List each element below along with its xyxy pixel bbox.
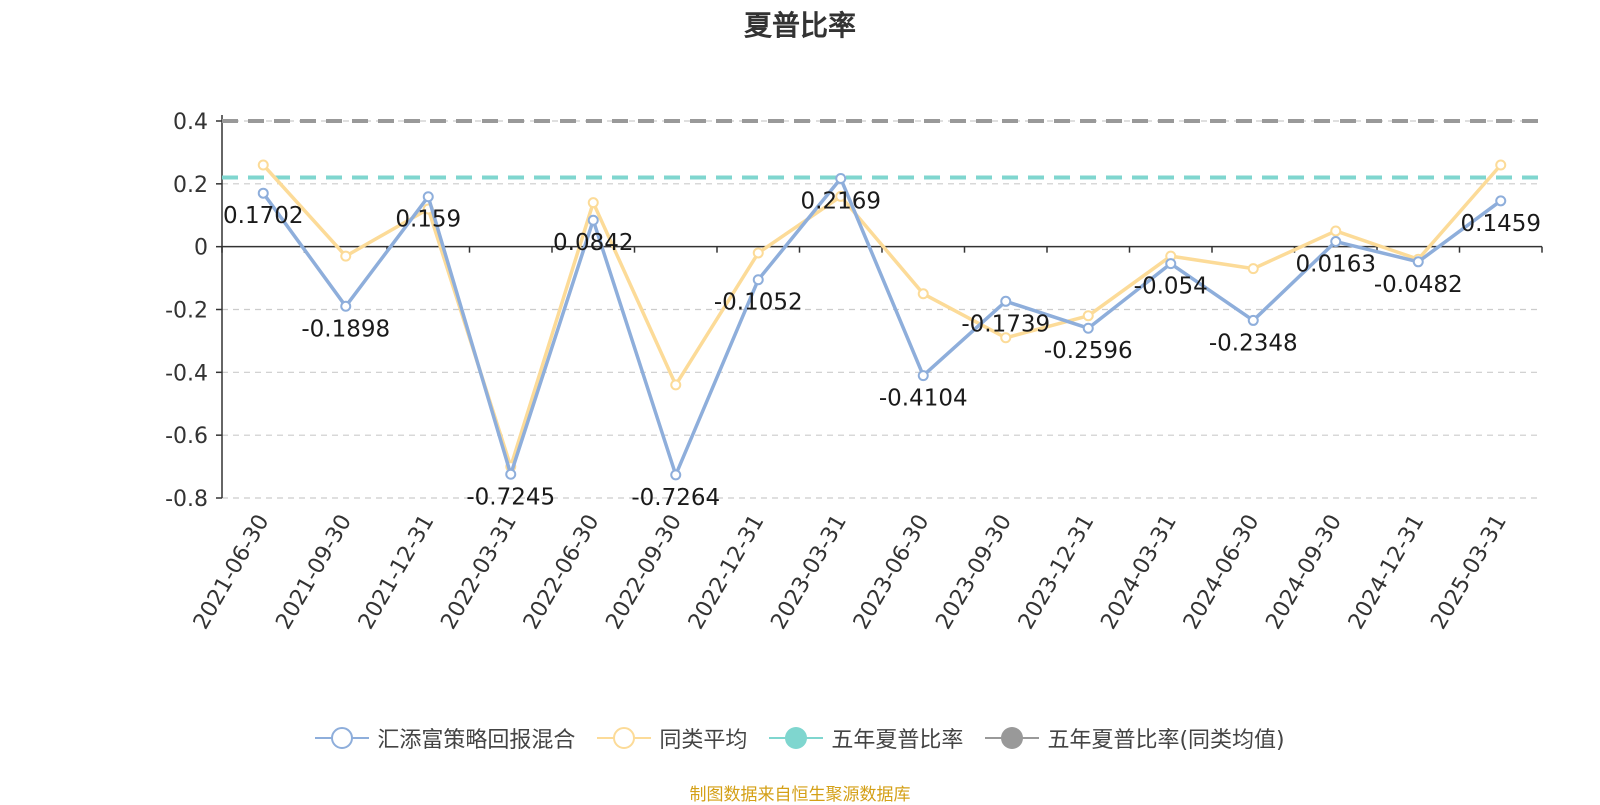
- legend-dot-icon: [985, 727, 1040, 749]
- line-chart: 0.4 0.2 0 -0.2 -0.4 -0.6 -0.82021-06-302021-09…: [165, 110, 1543, 634]
- y-tick-label: 0.2: [173, 173, 208, 198]
- data-point: [1412, 256, 1424, 268]
- x-tick-label: 2022-12-31: [684, 511, 770, 634]
- legend-label-peer-average: 同类平均: [659, 728, 748, 753]
- data-point: [917, 288, 929, 300]
- reference-lines: [222, 119, 1542, 180]
- data-point: [670, 469, 682, 481]
- x-tick-label: 2022-06-30: [519, 511, 605, 634]
- y-tick-label: -0.4: [165, 361, 208, 386]
- x-tick-label: 2022-03-31: [436, 511, 522, 634]
- data-label: 0.2169: [801, 189, 881, 215]
- data-point: [1330, 236, 1342, 248]
- source-note: 制图数据来自恒生聚源数据库: [689, 785, 911, 805]
- legend-label-five-year-sharpe-peer: 五年夏普比率(同类均值): [1047, 728, 1285, 753]
- legend-dot-icon: [769, 727, 824, 749]
- data-point: [587, 214, 599, 226]
- series-layer: [257, 159, 1507, 481]
- x-tick-label: 2023-09-30: [931, 511, 1017, 634]
- x-tick-label: 2024-09-30: [1261, 511, 1347, 634]
- data-label: -0.4104: [879, 386, 968, 412]
- data-point: [1082, 310, 1094, 322]
- data-point: [257, 187, 269, 199]
- data-point: [1247, 314, 1259, 326]
- data-label: 0.159: [395, 207, 461, 233]
- data-point: [1000, 295, 1012, 307]
- x-tick-label: 2024-03-31: [1096, 511, 1182, 634]
- data-point: [1165, 258, 1177, 270]
- data-point: [587, 197, 599, 209]
- x-tick-label: 2021-12-31: [354, 511, 440, 634]
- series-line: [261, 176, 1502, 477]
- data-point: [340, 250, 352, 262]
- x-tick-label: 2022-09-30: [601, 511, 687, 634]
- data-point: [835, 190, 847, 202]
- x-tick-label: 2021-06-30: [189, 511, 275, 634]
- data-point: [670, 379, 682, 391]
- y-tick-label: 0: [194, 236, 208, 261]
- x-tick-label: 2024-12-31: [1344, 511, 1430, 634]
- data-label: -0.2596: [1044, 338, 1133, 364]
- legend-circle-icon: [315, 727, 370, 749]
- data-point: [752, 247, 764, 259]
- data-label: -0.1052: [714, 290, 803, 316]
- legend-label-five-year-sharpe: 五年夏普比率: [831, 728, 964, 753]
- y-tick-label: -0.6: [165, 424, 208, 449]
- data-label: -0.2348: [1209, 330, 1298, 356]
- data-point: [752, 274, 764, 286]
- data-point: [1247, 263, 1259, 275]
- x-tick-label: 2025-03-31: [1426, 511, 1512, 634]
- data-label: 0.0842: [553, 230, 633, 256]
- x-tick-label: 2023-03-31: [766, 511, 852, 634]
- legend-circle-icon: [597, 727, 652, 749]
- data-point: [257, 159, 269, 171]
- x-tick-label: 2023-12-31: [1014, 511, 1100, 634]
- legend-label-fund: 汇添富策略回报混合: [377, 728, 576, 753]
- x-tick-label: 2021-09-30: [271, 511, 357, 634]
- data-point: [340, 300, 352, 312]
- data-point: [505, 468, 517, 480]
- data-labels: 0.1702 -0.1898 0.159 -0.7245 0.0842 -0.7264 -0…: [223, 189, 1541, 511]
- chart-title: 夏普比率: [743, 9, 856, 42]
- data-label: 0.1459: [1461, 211, 1541, 237]
- data-label: 0.0163: [1296, 252, 1376, 278]
- data-point: [422, 191, 434, 203]
- data-label: 0.1702: [223, 203, 303, 229]
- legend-item-five-year-sharpe[interactable]: 五年夏普比率: [769, 722, 963, 754]
- data-label: -0.054: [1134, 274, 1208, 300]
- data-point: [1000, 332, 1012, 344]
- data-point: [835, 173, 847, 185]
- data-point: [1330, 225, 1342, 237]
- y-tick-label: -0.2: [165, 299, 208, 324]
- legend: 汇添富策略回报混合 同类平均 五年夏普比率 五年夏普比率(同类均值): [0, 722, 1600, 754]
- legend-item-five-year-sharpe-peer[interactable]: 五年夏普比率(同类均值): [985, 722, 1285, 754]
- data-point: [1082, 322, 1094, 334]
- x-tick-label: 2023-06-30: [849, 511, 935, 634]
- y-tick-label: 0.4: [173, 110, 208, 135]
- legend-item-fund[interactable]: 汇添富策略回报混合: [315, 722, 575, 754]
- data-label: -0.1739: [961, 311, 1050, 337]
- x-tick-label: 2024-06-30: [1179, 511, 1265, 634]
- legend-item-peer-average[interactable]: 同类平均: [597, 722, 747, 754]
- data-point: [1495, 159, 1507, 171]
- data-label: -0.7264: [631, 485, 720, 511]
- data-point: [917, 370, 929, 382]
- data-label: -0.7245: [466, 484, 555, 510]
- y-tick-label: -0.8: [165, 487, 208, 512]
- data-label: -0.1898: [301, 316, 390, 342]
- data-label: -0.0482: [1374, 272, 1463, 298]
- data-point: [1495, 195, 1507, 207]
